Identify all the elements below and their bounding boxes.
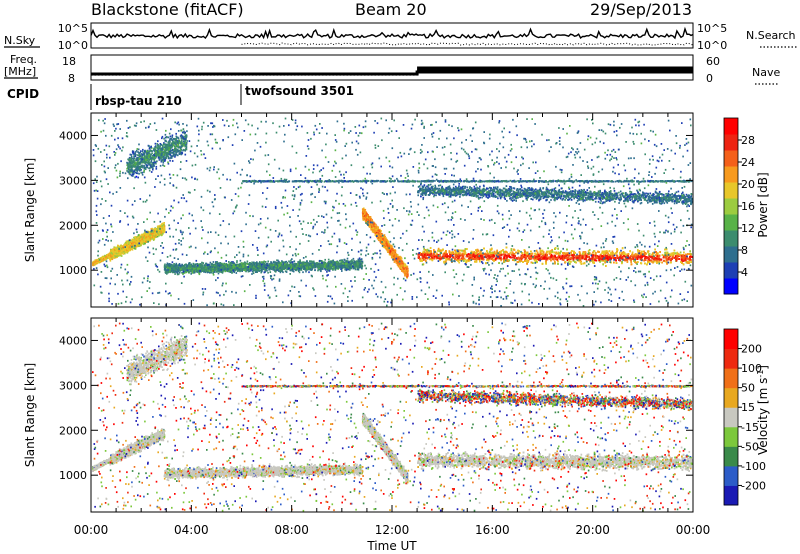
cpid-label: CPID [7,87,39,101]
colorbar-segment [724,329,738,349]
power-scatter [92,118,693,307]
colorbar-tick-label: 24 [741,156,755,169]
noise-left-label: N.Sky [4,34,36,47]
colorbar-segment [724,368,738,388]
colorbar-segment [724,446,738,466]
velocity-scatter [92,323,693,512]
colorbar-tick-label: 50 [741,382,755,395]
velocity-colorbar-label-sup: -1 [756,370,765,378]
colorbar-segment [724,198,738,215]
time-tick-label: 08:00 [274,523,309,537]
time-tick-label: 12:00 [375,523,410,537]
nave-label: Nave [752,66,780,79]
colorbar-tick-label: 8 [741,244,748,257]
beam-title: Beam 20 [355,0,427,19]
time-axis: 00:00 04:00 08:00 12:00 16:00 20:00 00:00 [74,523,711,537]
freq-trace [91,72,693,74]
freq-tick-bottom: 8 [68,72,75,85]
colorbar-segment [724,485,738,505]
frequency-panel: Freq. [MHz] 18 8 60 0 Nave [4,53,780,85]
frequency-traces [91,67,693,76]
colorbar-tick-label: 16 [741,200,755,213]
colorbar-segment [724,246,738,263]
noise-right-label: N.Search [746,29,796,42]
velocity-colorbar-label: Velocity [m s-1] [756,365,770,455]
station-title: Blackstone (fitACF) [91,0,244,19]
power-colorbar-label: Power [dB] [756,172,770,237]
colorbar-segment [724,214,738,231]
colorbar-tick-label: -100 [741,460,766,473]
velocity-colorbar-label-main: Velocity [m s [756,378,770,455]
time-tick-label: 00:00 [74,523,109,537]
power-panel: 1000 2000 3000 4000 Slant Range [km] 4 8 12 16… [23,113,770,307]
y-tick-label: 4000 [59,129,87,142]
power-ylabel: Slant Range [km] [23,158,37,262]
cpid-program-2: twofsound 3501 [245,84,354,98]
velocity-colorbar-label-end: ] [756,365,770,370]
nave-tick-bottom: 0 [706,72,713,85]
colorbar-tick-label: 20 [741,178,755,191]
y-tick-label: 3000 [59,174,87,187]
cpid-program-1: rbsp-tau 210 [95,94,182,108]
colorbar-segment [724,166,738,183]
noise-left-tick-top: 10^5 [58,22,88,35]
velocity-ylabel: Slant Range [km] [23,363,37,467]
colorbar-tick-label: -200 [741,479,766,492]
colorbar-segment [724,262,738,279]
nsearch-trace [242,43,694,45]
power-colorbar: 4 8 12 16 20 24 28 [724,118,755,295]
time-tick-label: 04:00 [174,523,209,537]
colorbar-segment [724,349,738,369]
y-tick-label: 4000 [59,334,87,347]
colorbar-segment [724,150,738,167]
colorbar-tick-label: 200 [741,343,762,356]
colorbar-segment [724,182,738,199]
colorbar-tick-label: 28 [741,134,755,147]
cpid-panel: CPID rbsp-tau 210 twofsound 3501 [7,84,354,110]
date-title: 29/Sep/2013 [590,0,692,19]
colorbar-segment [724,230,738,247]
noise-left-tick-bottom: 10^0 [58,39,88,52]
colorbar-segment [724,278,738,295]
y-tick-label: 3000 [59,379,87,392]
colorbar-segment [724,427,738,447]
time-xlabel: Time UT [366,539,417,553]
y-tick-label: 1000 [59,469,87,482]
colorbar-tick-label: 4 [741,266,748,279]
colorbar-tick-label: 12 [741,222,755,235]
colorbar-segment [724,388,738,408]
colorbar-segment [724,118,738,135]
nave-tick-top: 60 [706,55,720,68]
colorbar-tick-label: 15 [741,401,755,414]
freq-high-band [417,67,693,71]
time-tick-label: 16:00 [475,523,510,537]
colorbar-segment [724,134,738,151]
y-tick-label: 1000 [59,264,87,277]
freq-label-line2: [MHz] [4,65,36,78]
y-tick-label: 2000 [59,424,87,437]
noise-right-tick-top: 10^5 [697,22,727,35]
time-tick-label: 20:00 [575,523,610,537]
freq-tick-top: 18 [62,55,76,68]
time-tick-label: 00:00 [676,523,711,537]
nsky-trace [91,29,693,38]
noise-panel: N.Sky 10^5 10^0 10^5 10^0 N.Search [4,22,798,52]
noise-right-tick-bottom: 10^0 [697,39,727,52]
noise-traces [91,29,693,45]
y-tick-label: 2000 [59,219,87,232]
colorbar-segment [724,407,738,427]
colorbar-segment [724,466,738,486]
